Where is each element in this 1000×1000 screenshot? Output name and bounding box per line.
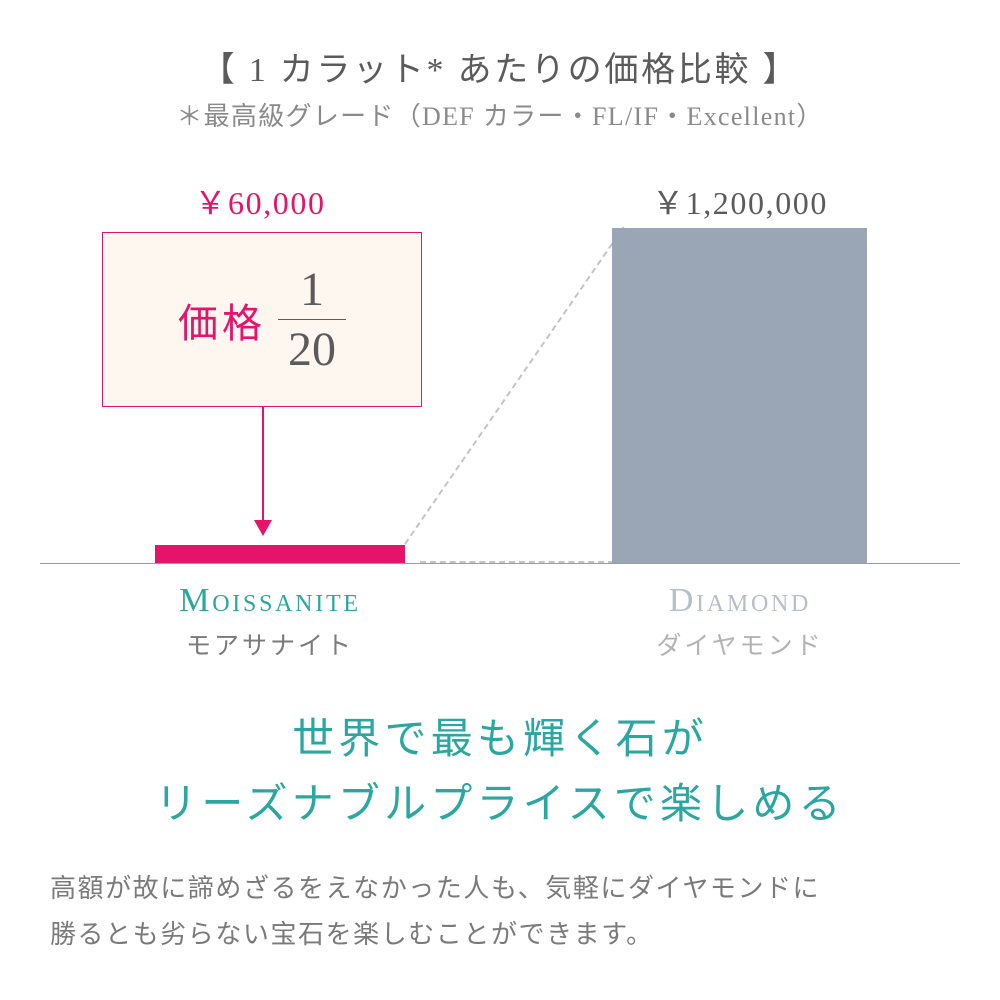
- left-price-label: ￥60,000: [110, 178, 410, 224]
- left-bar: [155, 545, 405, 563]
- price-ratio-box: 価格 1 20: [102, 232, 422, 407]
- body-copy: 高額が故に諦めざるをえなかった人も、気軽にダイヤモンドに 勝るとも劣らない宝石を…: [50, 866, 820, 957]
- ratio-fraction: 1 20: [278, 262, 346, 377]
- body-line-2: 勝るとも劣らない宝石を楽しむことができます。: [50, 912, 820, 958]
- arrow-line: [262, 407, 264, 522]
- fraction-numerator: 1: [282, 262, 342, 319]
- arrow-head-icon: [254, 520, 272, 536]
- chart-title: 【 1 カラット* あたりの価格比較 】: [0, 42, 1000, 91]
- right-price-label: ￥1,200,000: [580, 178, 900, 224]
- tagline: 世界で最も輝く石が リーズナブルプライスで楽しめる: [0, 708, 1000, 838]
- fraction-denominator: 20: [278, 320, 346, 377]
- chart-subtitle: ＊最高級グレード（DEF カラー・FL/IF・Excellent）: [0, 96, 1000, 133]
- right-bar: [612, 228, 867, 563]
- body-line-1: 高額が故に諦めざるをえなかった人も、気軽にダイヤモンドに: [50, 866, 820, 912]
- ratio-label: 価格: [178, 291, 266, 349]
- right-label-en: Diamond: [590, 582, 890, 620]
- left-label-jp: モアサナイト: [120, 626, 420, 662]
- dashed-connector-1: [404, 227, 624, 545]
- chart-baseline: [40, 563, 960, 564]
- right-label-jp: ダイヤモンド: [590, 626, 890, 662]
- left-label-en: Moissanite: [120, 582, 420, 620]
